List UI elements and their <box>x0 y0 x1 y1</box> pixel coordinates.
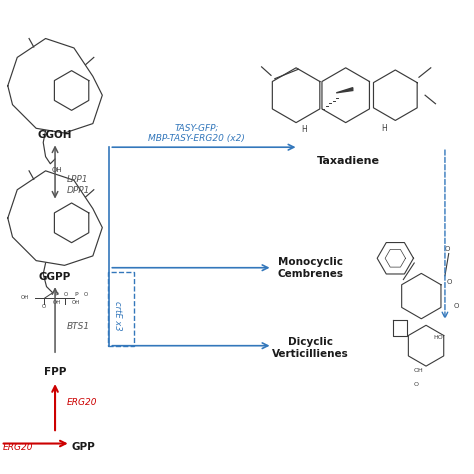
Text: P: P <box>55 292 58 297</box>
Text: GGPP: GGPP <box>39 272 71 282</box>
Text: OH: OH <box>414 368 424 373</box>
Text: HO: HO <box>433 335 443 339</box>
Text: LPP1
DPP1: LPP1 DPP1 <box>67 175 90 195</box>
Text: P: P <box>74 292 78 297</box>
Text: TASY-GFP;
MBP-TASY-ERG20 (x2): TASY-GFP; MBP-TASY-ERG20 (x2) <box>148 123 245 143</box>
Polygon shape <box>336 88 353 93</box>
Text: O: O <box>447 279 452 285</box>
Text: crtE x3: crtE x3 <box>113 301 122 331</box>
Text: O: O <box>83 292 88 297</box>
Text: OH: OH <box>21 295 29 300</box>
Text: ERG20: ERG20 <box>67 398 97 407</box>
Text: GPP: GPP <box>72 442 95 452</box>
Text: FPP: FPP <box>44 367 66 377</box>
Text: O: O <box>64 292 68 297</box>
Text: H: H <box>382 124 387 133</box>
Text: H: H <box>301 125 307 134</box>
Text: Monocyclic
Cembrenes: Monocyclic Cembrenes <box>277 257 343 279</box>
Text: Taxadiene: Taxadiene <box>317 156 380 166</box>
Text: OH: OH <box>52 167 63 173</box>
Text: BTS1: BTS1 <box>67 322 90 331</box>
Text: ERG20: ERG20 <box>3 443 34 452</box>
Text: O: O <box>445 246 450 252</box>
Text: OH: OH <box>52 300 61 305</box>
Bar <box>109 273 135 346</box>
Text: Dicyclic
Verticillienes: Dicyclic Verticillienes <box>272 337 349 359</box>
Text: O: O <box>414 382 419 387</box>
Text: GGOH: GGOH <box>38 130 73 140</box>
Text: O: O <box>454 303 459 309</box>
Text: OH: OH <box>72 300 81 305</box>
Text: O: O <box>42 304 46 310</box>
